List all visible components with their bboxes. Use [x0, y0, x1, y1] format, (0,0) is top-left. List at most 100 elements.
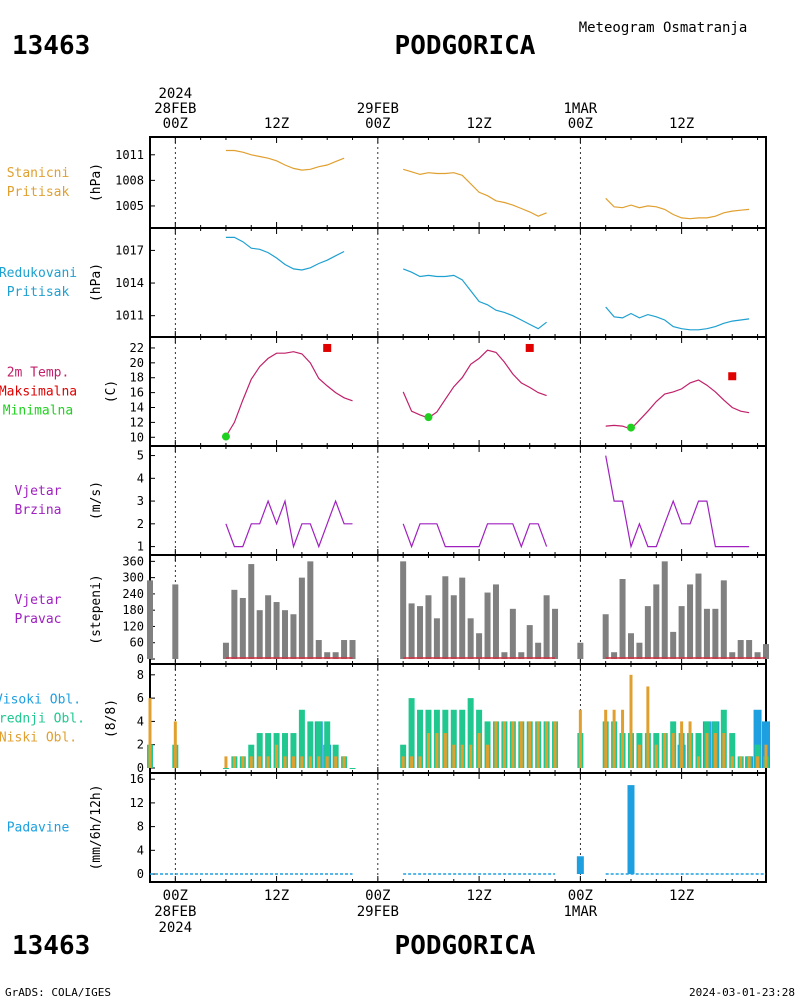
station-id-bottom: 13463	[12, 931, 90, 961]
mid-cloud-bar	[248, 744, 255, 768]
y-tick-label: 14	[130, 401, 144, 415]
direction-bar	[687, 584, 694, 659]
y-tick-label: 5	[137, 449, 144, 463]
low-cloud-bar	[224, 756, 228, 768]
mid-cloud-bar	[349, 768, 356, 769]
series-line	[403, 168, 547, 217]
low-cloud-bar	[258, 756, 262, 768]
low-cloud-bar	[266, 756, 270, 768]
chart-title: Meteogram Osmatranja	[579, 20, 748, 36]
low-cloud-bar	[578, 709, 582, 768]
mid-cloud-bar	[695, 733, 702, 768]
low-cloud-bar	[426, 733, 430, 768]
y-tick-label: 12	[130, 415, 144, 429]
footer-timestamp: 2024-03-01-23:28	[689, 986, 795, 999]
low-cloud-bar	[764, 744, 768, 768]
low-cloud-bar	[443, 733, 447, 768]
panel-frame	[149, 772, 767, 883]
y-tick-label: 1017	[115, 243, 144, 257]
time-label: 00Z	[365, 116, 390, 132]
direction-bar	[763, 644, 769, 659]
y-axis-label: (8/8)	[104, 699, 119, 738]
y-tick-label: 16	[130, 386, 144, 400]
direction-bar	[492, 584, 499, 659]
direction-bar	[636, 642, 643, 659]
direction-bar	[746, 640, 753, 659]
direction-bar	[543, 595, 550, 659]
y-tick-label: 16	[130, 772, 144, 786]
direction-bar	[400, 561, 407, 659]
y-tick-label: 2	[137, 738, 144, 752]
panel-label: 2m Temp.	[7, 366, 70, 381]
direction-bar	[282, 610, 289, 659]
direction-bar	[341, 640, 348, 659]
y-axis-label: (hPa)	[89, 163, 104, 202]
y-tick-label: 180	[122, 603, 144, 617]
low-cloud-bar	[604, 709, 608, 768]
low-cloud-bar	[477, 733, 481, 768]
page-header: 13463 PODGORICA Meteogram Osmatranja	[12, 20, 747, 61]
y-tick-label: 1014	[115, 276, 144, 290]
panel-label: Visoki Obl.	[0, 693, 81, 708]
y-tick-label: 10	[130, 430, 144, 444]
y-tick-label: 4	[137, 714, 144, 728]
low-cloud-bar	[713, 733, 717, 768]
low-cloud-bar	[460, 744, 464, 768]
time-label: 28FEB	[154, 101, 196, 117]
low-cloud-bar	[528, 721, 532, 768]
mid-cloud-bar	[307, 721, 314, 768]
low-cloud-bar	[486, 744, 490, 768]
y-tick-label: 240	[122, 587, 144, 601]
tmax-marker	[728, 372, 737, 381]
low-cloud-bar	[688, 721, 692, 768]
direction-bar	[619, 578, 626, 659]
low-cloud-bar	[519, 721, 523, 768]
direction-bar	[627, 633, 634, 659]
direction-bar	[602, 614, 609, 659]
y-tick-label: 18	[130, 371, 144, 385]
series-line	[225, 498, 353, 549]
series-line	[605, 379, 750, 430]
low-cloud-bar	[680, 721, 684, 768]
panel-wind_direction: 0 60 120 180 240 300 360 (stepeni) Vjetar Pravac	[15, 554, 769, 666]
series-line	[402, 523, 548, 549]
y-tick-label: 2	[137, 517, 144, 531]
low-cloud-bar	[545, 721, 549, 768]
time-label: 29FEB	[357, 904, 399, 920]
direction-bar	[450, 595, 457, 659]
series-line	[402, 268, 547, 330]
low-cloud-bar	[342, 756, 346, 768]
time-label: 1MAR	[563, 904, 597, 920]
time-label: 2024	[158, 86, 192, 102]
y-tick-label: 1011	[115, 309, 144, 323]
low-cloud-bar	[148, 698, 152, 768]
y-axis-label: (hPa)	[89, 263, 104, 302]
direction-bar	[298, 577, 305, 659]
direction-bar	[172, 584, 179, 659]
precip-bar	[627, 785, 635, 875]
low-cloud-bar	[232, 756, 236, 768]
mid-cloud-bar	[332, 744, 339, 768]
panel-label: Srednji Obl.	[0, 712, 85, 727]
direction-bar	[290, 614, 297, 659]
mid-cloud-bar	[459, 709, 466, 768]
direction-bar	[349, 640, 356, 659]
y-tick-label: 300	[122, 571, 144, 585]
panel-label: Vjetar	[15, 593, 62, 608]
time-label: 29FEB	[357, 101, 399, 117]
low-cloud-bar	[249, 756, 253, 768]
low-cloud-bar	[621, 709, 625, 768]
time-label: 00Z	[163, 116, 188, 132]
direction-bar	[484, 592, 491, 659]
panel-precipitation: 0 4 8 12 16 (mm/6h/12h) Padavine	[7, 772, 767, 883]
mid-cloud-bar	[315, 721, 322, 768]
panel-wind_speed: 1 2 3 4 5 (m/s) Vjetar Brzina	[15, 445, 767, 556]
panel-label: Niski Obl.	[0, 731, 77, 746]
direction-bar	[332, 652, 339, 659]
page-footer: 13463 PODGORICA GrADS: COLA/IGES 2024-03…	[5, 931, 795, 999]
direction-bar	[720, 580, 727, 659]
series-line	[605, 455, 750, 549]
mid-cloud-bar	[729, 733, 736, 768]
